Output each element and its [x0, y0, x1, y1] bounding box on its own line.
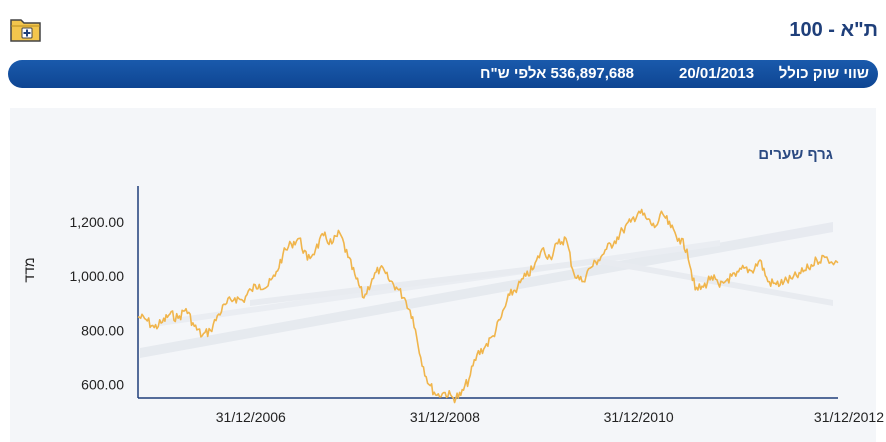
x-ticks: 31/12/2006 31/12/2008 31/12/2010 31/12/2012 [216, 409, 884, 425]
x-tick-label: 31/12/2008 [410, 409, 480, 425]
x-tick-label: 31/12/2006 [216, 409, 286, 425]
market-cap-label: שווי שוק כולל [778, 65, 869, 82]
y-tick-label: 1,200.00 [70, 214, 125, 230]
market-cap-value: 536,897,688 אלפי ש"ח [480, 65, 634, 82]
y-tick-label: 800.00 [81, 322, 124, 338]
y-axis-label: מדד [21, 257, 37, 282]
y-ticks: 600.00 800.00 1,000.00 1,200.00 [70, 214, 125, 392]
x-tick-label: 31/12/2010 [604, 409, 674, 425]
series-line [137, 208, 839, 404]
market-cap-date: 20/01/2013 [679, 65, 755, 82]
page-title: ת"א - 100 [789, 19, 878, 41]
market-cap-bar: שווי שוק כולל 20/01/2013 536,897,688 אלפ… [8, 60, 878, 88]
x-tick-label: 31/12/2012 [814, 409, 884, 425]
y-tick-label: 1,000.00 [70, 268, 125, 284]
add-to-portfolio-button[interactable] [9, 14, 43, 44]
folder-add-icon [10, 19, 41, 42]
y-tick-label: 600.00 [81, 376, 124, 392]
chart-watermark [140, 222, 833, 358]
chart-title: גרף שערים [758, 146, 833, 163]
